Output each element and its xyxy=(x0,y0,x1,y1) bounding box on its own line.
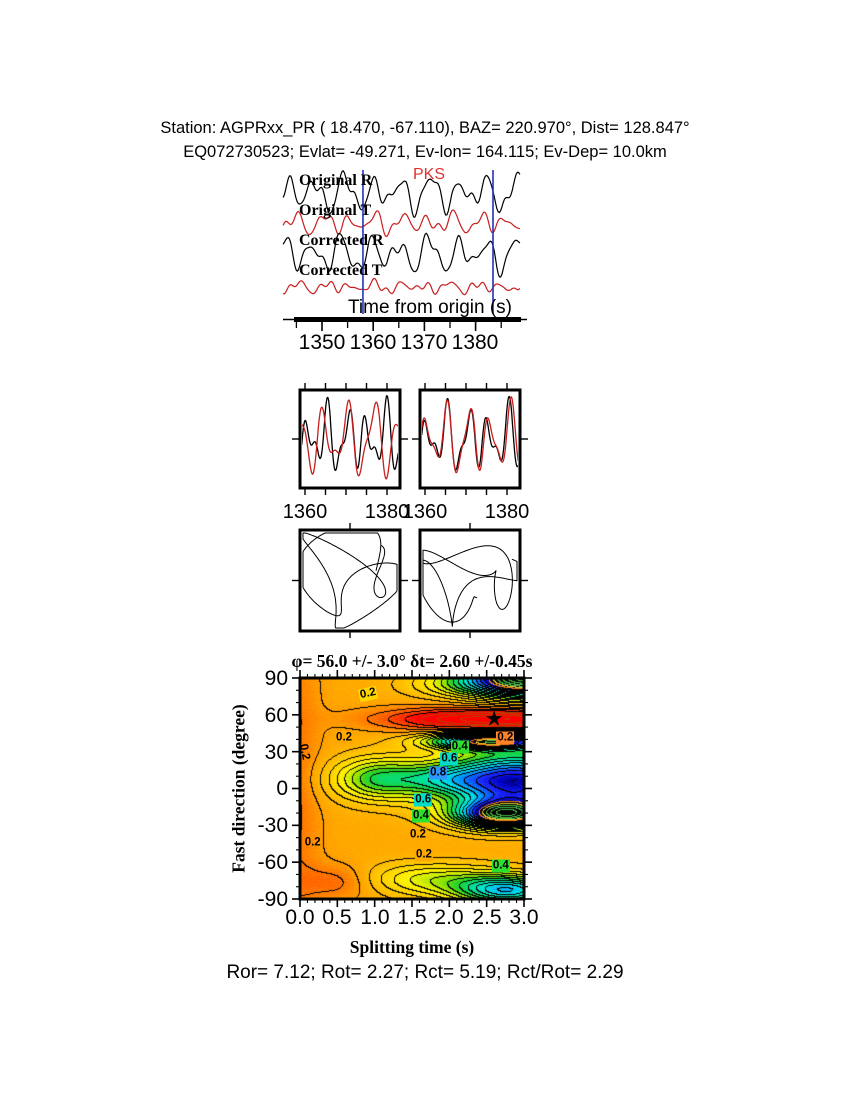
contour-label: 0.2 xyxy=(304,836,321,849)
ytick-60: 60 xyxy=(264,704,288,727)
x-axis-title: Splitting time (s) xyxy=(349,937,475,957)
result-title: φ= 56.0 +/- 3.0° δt= 2.60 +/-0.45s xyxy=(291,651,533,671)
contour-label: 0.2 xyxy=(335,731,354,745)
trace-label-original-t: Original T xyxy=(299,202,372,219)
contour-label: 0.6 xyxy=(414,793,433,807)
xtick-2.0: 2.0 xyxy=(434,906,464,929)
best-solution-star-icon: ★ xyxy=(484,706,504,730)
xtick-0.0: 0.0 xyxy=(285,906,315,929)
station-header: Station: AGPRxx_PR ( 18.470, -67.110), B… xyxy=(160,119,690,137)
trace-label-corrected-r: Corrected R xyxy=(299,232,384,249)
time-tick-1350: 1350 xyxy=(298,331,346,354)
time-axis-title: Time from origin (s) xyxy=(348,297,512,318)
time-tick-1360: 1360 xyxy=(349,331,397,354)
window2-tick-1380: 1380 xyxy=(484,501,530,523)
trace-label-original-r: Original R xyxy=(299,172,373,189)
xtick-2.5: 2.5 xyxy=(472,906,502,929)
ytick-m90: -90 xyxy=(257,888,288,911)
contour-label: 0.2 xyxy=(414,848,433,862)
time-tick-1370: 1370 xyxy=(400,331,448,354)
ytick-0: 0 xyxy=(276,777,288,800)
contour-label: 0.4 xyxy=(411,809,430,822)
event-header: EQ072730523; Evlat= -49.271, Ev-lon= 164… xyxy=(183,143,667,161)
xtick-1.0: 1.0 xyxy=(360,906,390,929)
contour-label: 0.4 xyxy=(491,859,510,873)
phase-label: PKS xyxy=(413,166,446,183)
window1-tick-1360: 1360 xyxy=(282,501,328,523)
contour-label: 0.2 xyxy=(408,828,427,842)
y-axis-title: Fast direction (degree) xyxy=(228,704,249,873)
contour-label: 0.2 xyxy=(296,742,312,761)
contour-label: 0.6 xyxy=(440,752,459,766)
xtick-0.5: 0.5 xyxy=(322,906,352,929)
result-footer: Ror= 7.12; Rot= 2.27; Rct= 5.19; Rct/Rot… xyxy=(226,962,624,983)
window2-tick-1360: 1360 xyxy=(402,501,448,523)
ytick-m30: -30 xyxy=(257,814,288,837)
contour-label: 0.4 xyxy=(450,740,469,754)
contour-label: 0.2 xyxy=(496,731,515,745)
trace-label-corrected-t: Corrected T xyxy=(299,262,383,279)
ytick-m60: -60 xyxy=(257,851,288,874)
ytick-90: 90 xyxy=(264,667,288,690)
window1-tick-1380: 1380 xyxy=(364,501,410,523)
time-tick-1380: 1380 xyxy=(451,331,499,354)
ytick-30: 30 xyxy=(264,741,288,764)
xtick-3.0: 3.0 xyxy=(509,906,539,929)
xtick-1.5: 1.5 xyxy=(397,906,427,929)
contour-label: 0.8 xyxy=(429,766,448,780)
